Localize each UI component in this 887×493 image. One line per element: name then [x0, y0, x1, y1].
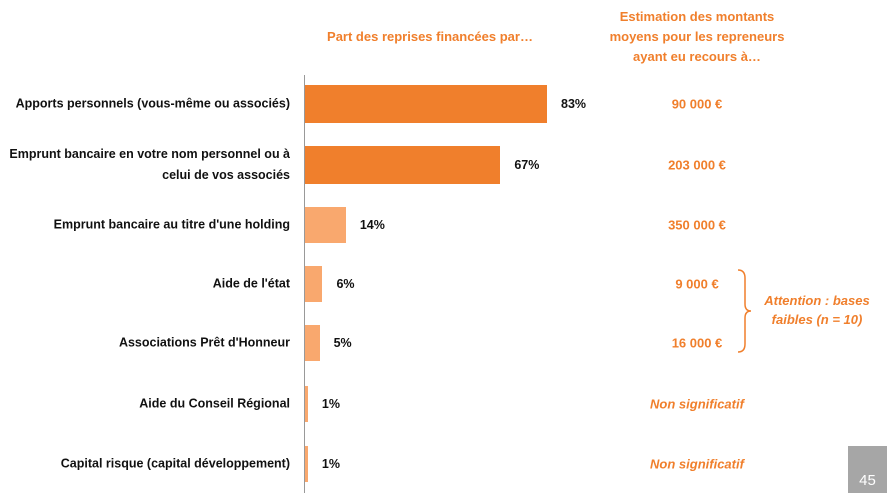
- bar: [305, 446, 308, 482]
- category-label: Emprunt bancaire en votre nom personnel …: [9, 147, 290, 182]
- bar: [305, 207, 346, 243]
- amount: 90 000 €: [671, 96, 723, 112]
- amount: Non significatif: [650, 456, 744, 472]
- amount: Non significatif: [650, 396, 744, 412]
- category-label: Aide du Conseil Régional: [139, 396, 290, 411]
- category-label: Emprunt bancaire au titre d'une holding: [53, 217, 290, 232]
- value-label: 83%: [561, 97, 587, 111]
- value-label: 1%: [321, 397, 340, 411]
- value-label: 1%: [321, 457, 340, 471]
- amount: 16 000 €: [671, 335, 723, 351]
- category-label: Capital risque (capital développement): [60, 456, 290, 471]
- category-label: Associations Prêt d'Honneur: [118, 335, 290, 350]
- category-label: Apports personnels (vous-même ou associé…: [15, 96, 290, 111]
- axis-line: [304, 75, 305, 493]
- bar: [305, 146, 501, 184]
- amount: 350 000 €: [668, 217, 726, 233]
- page-number: 45: [848, 446, 887, 493]
- amount: 9 000 €: [675, 276, 719, 292]
- bar: [305, 85, 547, 123]
- column-title: Estimation des montants moyens pour les …: [609, 9, 785, 64]
- value-label: 14%: [359, 218, 385, 232]
- amount: 203 000 €: [668, 157, 726, 173]
- bar: [305, 386, 308, 422]
- value-label: 5%: [333, 336, 352, 350]
- value-label: 67%: [514, 158, 540, 172]
- value-label: 6%: [336, 277, 355, 291]
- brace: [737, 269, 752, 353]
- category-label: Aide de l'état: [212, 276, 290, 291]
- bar: [305, 266, 323, 302]
- annotation: Attention : bases faibles (n = 10): [764, 293, 870, 327]
- bar: [305, 325, 320, 361]
- column-title: Part des reprises financées par…: [327, 29, 533, 44]
